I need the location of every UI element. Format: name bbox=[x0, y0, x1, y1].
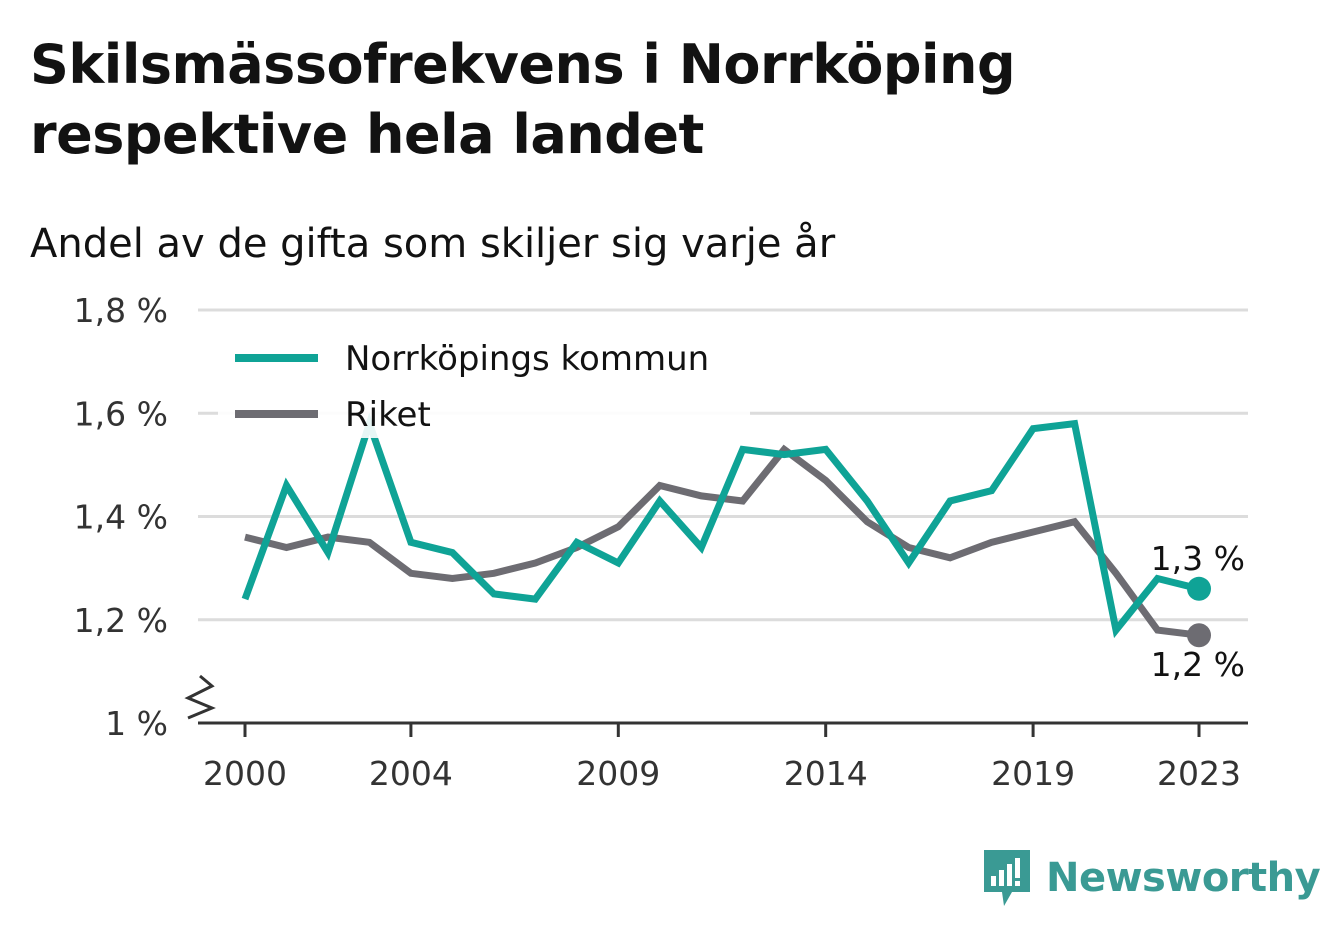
end-label-norrkoping: 1,3 % bbox=[1151, 539, 1245, 578]
newsworthy-logo-icon bbox=[984, 850, 1030, 906]
legend-label: Norrköpings kommun bbox=[345, 339, 709, 379]
series-lines bbox=[241, 412, 1211, 648]
series-line-norrkoping bbox=[241, 412, 1200, 639]
end-labels: 1,3 % 1,2 % bbox=[1151, 539, 1245, 684]
end-label-riket: 1,2 % bbox=[1151, 645, 1245, 684]
chart-subtitle: Andel av de gifta som skiljer sig varje … bbox=[30, 221, 836, 267]
series-end-point bbox=[1187, 623, 1211, 648]
legend-label: Riket bbox=[345, 395, 431, 435]
y-tick-label: 1,8 % bbox=[74, 291, 168, 330]
chart-title: Skilsmässofrekvens i Norrköping respekti… bbox=[30, 33, 1016, 166]
legend-background bbox=[218, 330, 750, 438]
x-tick-label: 2000 bbox=[203, 754, 287, 793]
x-tick-label: 2004 bbox=[369, 754, 453, 793]
y-axis: 1 % 1,2 % 1,4 % 1,6 % 1,8 % bbox=[74, 291, 168, 743]
legend: Norrköpings kommun Riket bbox=[218, 330, 750, 438]
y-tick-label: 1,6 % bbox=[74, 394, 168, 433]
series-end-point bbox=[1187, 576, 1211, 601]
newsworthy-logo: Newsworthy bbox=[980, 846, 1321, 910]
brand-name: Newsworthy bbox=[1046, 855, 1321, 901]
y-tick-label: 1,2 % bbox=[74, 601, 168, 640]
x-axis: 2000 2004 2009 2014 2019 2023 bbox=[184, 674, 1248, 793]
y-tick-label: 1 % bbox=[105, 704, 168, 743]
x-tick-label: 2014 bbox=[784, 754, 868, 793]
y-tick-label: 1,4 % bbox=[74, 498, 168, 537]
axis-break-icon bbox=[184, 674, 216, 720]
x-tick-label: 2009 bbox=[576, 754, 660, 793]
x-tick-label: 2023 bbox=[1157, 754, 1241, 793]
x-tick-label: 2019 bbox=[991, 754, 1075, 793]
